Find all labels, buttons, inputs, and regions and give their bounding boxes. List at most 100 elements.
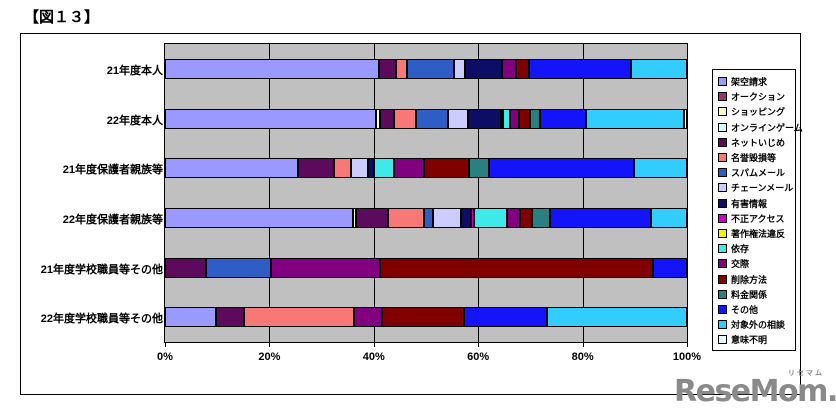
legend-swatch-icon [718,304,727,314]
bar-row [165,307,687,328]
category-label: 21年度学校職員等その他 [40,263,163,276]
gridline [478,44,480,342]
plot-area [164,43,688,343]
legend-swatch-icon [718,274,727,284]
bar-row [165,158,687,179]
legend-item: 名誉毀損等 [718,150,795,165]
bar-segment [516,58,530,79]
legend-item: 削除方法 [718,271,795,286]
legend-swatch-icon [718,77,727,87]
bar-segment [423,158,469,179]
bar-segment [539,108,586,129]
bar-segment [650,207,687,228]
figure-title: 【図１３】 [24,9,100,26]
legend-item: 料金関係 [718,287,795,302]
legend-item: オンラインゲーム [718,120,803,135]
legend-label: 交際 [731,259,750,270]
bar-segment [470,207,475,228]
chart-frame: 21年度本人 22年度本人 21年度保護者親族等 22年度保護者親族等 21年度学校職員… [20,33,803,395]
legend-swatch-icon [718,92,727,102]
bar-segment [530,108,540,129]
bar-segment [394,108,417,129]
axis-tick [478,343,480,347]
bar-segment [354,307,382,328]
legend-swatch-icon [718,137,727,147]
bar-segment [381,307,464,328]
bar-segment [465,58,503,79]
axis-tick [269,343,271,347]
bar-segment [529,58,632,79]
legend-label: その他 [731,304,759,315]
legend-item: 依存 [718,241,795,256]
legend-label: 削除方法 [731,274,768,285]
bar-segment [165,158,299,179]
bar-segment [447,108,468,129]
legend-label: 架空請求 [731,77,768,88]
category-label: 22年度保護者親族等 [62,213,163,226]
x-tick-label: 80% [571,351,594,363]
bar-segment [546,307,687,328]
bar-segment [352,207,357,228]
bar-segment [520,207,533,228]
bar-segment [550,207,651,228]
bar-segment [683,108,687,129]
legend-label: ネットいじめ [731,137,786,148]
bar-segment [165,307,217,328]
legend-swatch-icon [718,320,727,330]
bar-segment [244,307,355,328]
legend-item: ショッピング [718,104,795,119]
legend-label: 料金関係 [731,289,768,300]
legend-label: 名誉毀損等 [731,153,777,164]
bar-segment [165,108,376,129]
category-label: 22年度本人 [106,114,163,127]
bar-segment [633,158,687,179]
legend-box: 架空請求 オークション ショッピング オンラインゲーム ネットいじめ 名誉毀損等 スパムメー… [712,69,803,351]
legend-item: 架空請求 [718,74,795,89]
legend-swatch-icon [718,122,727,132]
bar-segment [500,108,504,129]
legend-item: スパムメール [718,165,795,180]
legend-swatch-icon [718,107,727,117]
bar-segment [375,108,381,129]
legend-swatch-icon [718,259,727,269]
gridline [269,44,271,342]
legend-label: 不正アクセス [731,213,785,224]
bar-segment [653,257,687,278]
legend-swatch-icon [718,228,727,238]
legend-item: 対象外の相談 [718,317,795,332]
legend-swatch-icon [718,153,727,163]
bar-segment [532,207,551,228]
bar-segment [502,58,517,79]
bar-segment [351,158,368,179]
category-label: 21年度本人 [106,64,163,77]
bar-segment [454,58,466,79]
bar-segment [356,207,388,228]
bar-row [165,207,687,228]
bar-segment [396,58,408,79]
legend-swatch-icon [718,183,727,193]
bar-segment [271,257,380,278]
legend-item: 意味不明 [718,332,795,347]
legend-label: 著作権法違反 [731,228,786,239]
x-tick-label: 60% [467,351,490,363]
legend-item: その他 [718,302,795,317]
gridline [582,44,584,342]
bar-segment [334,158,352,179]
bar-segment [509,108,519,129]
axis-tick [165,343,166,347]
bar-segment [467,108,501,129]
bar-segment [380,108,395,129]
bar-segment [432,207,461,228]
bar-segment [216,307,245,328]
category-label: 22年度学校職員等その他 [40,313,163,326]
legend-label: オンラインゲーム [731,122,803,133]
legend-label: 意味不明 [731,335,768,346]
category-label: 21年度保護者親族等 [62,164,163,177]
bar-segment [165,58,380,79]
bar-segment [507,207,521,228]
bar-segment [367,158,375,179]
bar-segment [379,257,654,278]
legend-item: チェーンメール [718,180,795,195]
bar-row [165,58,687,79]
